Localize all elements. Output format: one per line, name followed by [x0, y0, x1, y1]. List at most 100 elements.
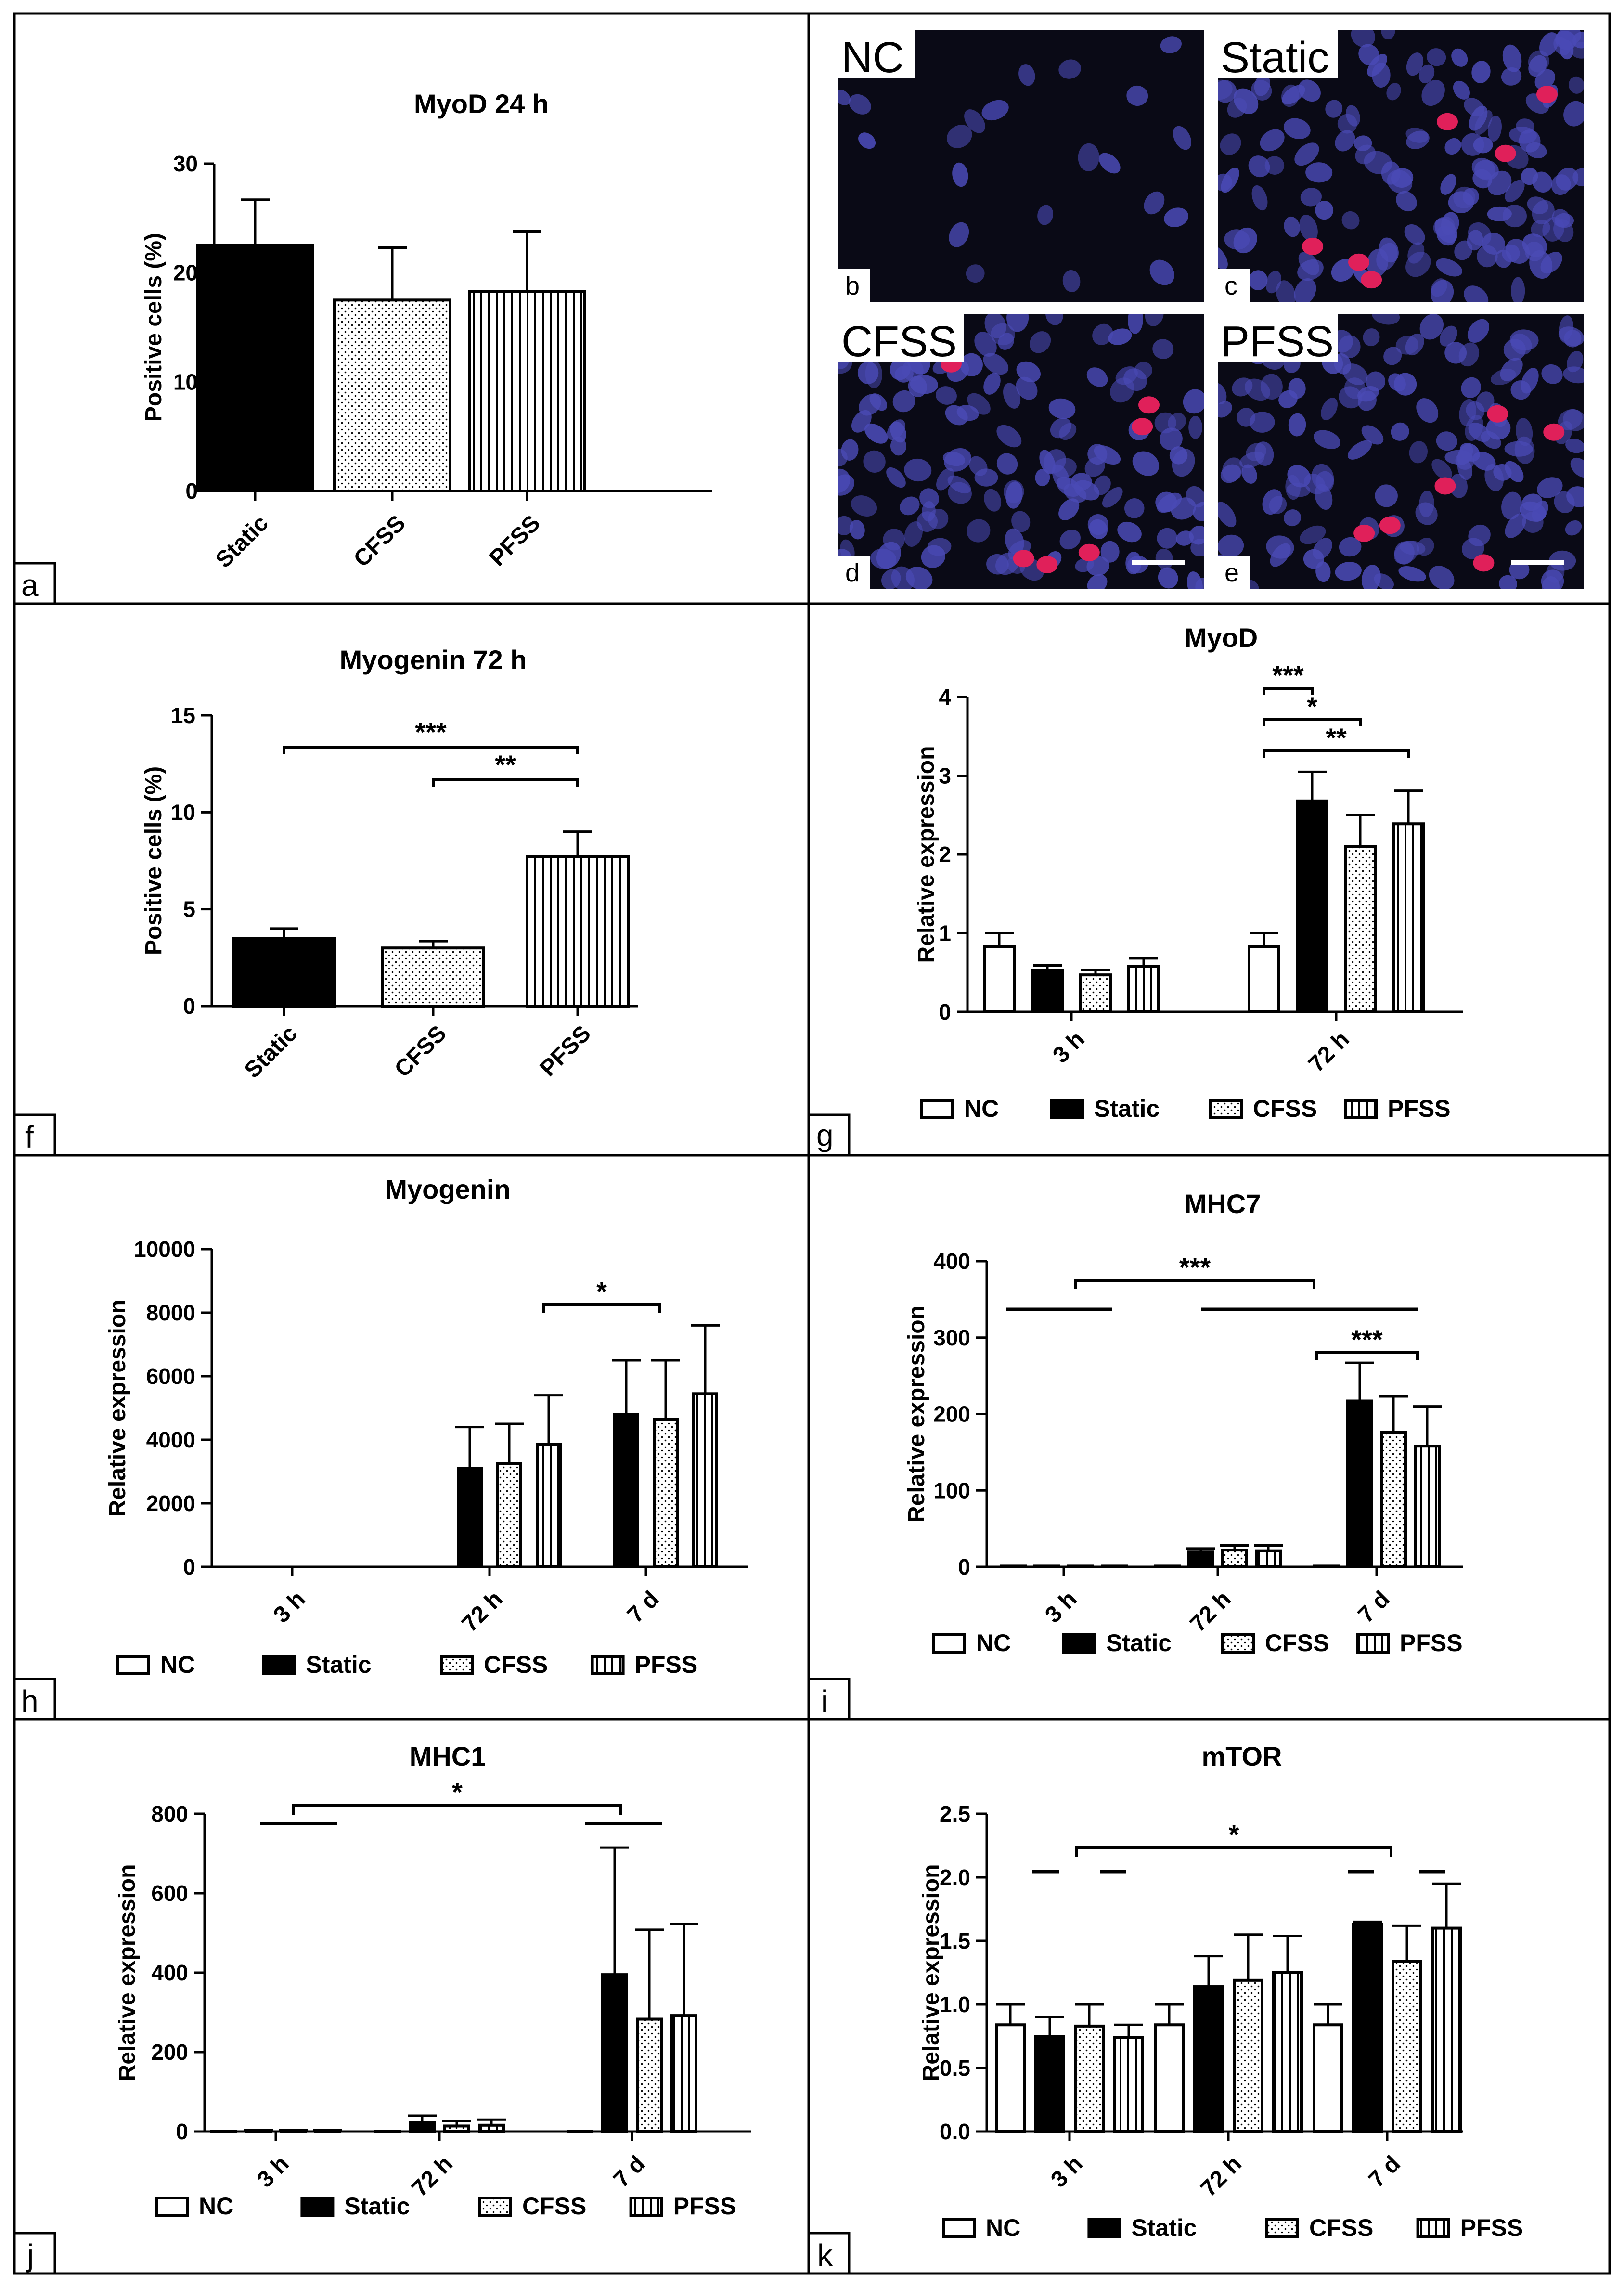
nucleus-blue — [1396, 191, 1417, 212]
e-nuclei — [1218, 314, 1584, 589]
nucleus-red — [1353, 524, 1375, 542]
nucleus-blue — [1421, 79, 1445, 106]
j-bar-nc-3h — [210, 2130, 237, 2133]
j-legend-label-cfss: CFSS — [522, 2193, 586, 2220]
nucleus-blue — [1531, 220, 1550, 237]
k-ytick-label: 2.5 — [940, 1801, 970, 1826]
i-chart-title: MHC7 — [1185, 1189, 1261, 1219]
nucleus-blue — [1405, 333, 1424, 356]
nucleus-blue — [1511, 277, 1525, 302]
nucleus-blue — [1477, 245, 1498, 268]
nucleus-blue — [1355, 144, 1376, 165]
f-category-label: PFSS — [535, 1021, 596, 1081]
nucleus-blue — [1218, 502, 1237, 528]
nucleus-blue — [1419, 314, 1444, 340]
nucleus-blue — [1501, 67, 1522, 86]
svg-text:j: j — [26, 2238, 34, 2273]
nucleus-blue — [928, 508, 949, 530]
k-category-label: 72 h — [1196, 2151, 1246, 2201]
nucleus-blue — [1108, 328, 1132, 345]
nucleus-blue — [1193, 502, 1204, 521]
k-bar-cfss-3h — [1074, 2024, 1105, 2133]
nucleus-blue — [1300, 188, 1322, 207]
nucleus-blue — [1059, 530, 1081, 550]
nucleus-blue — [1532, 200, 1555, 225]
j-bar-pfss-3h — [314, 2129, 341, 2133]
k-legend-label-cfss: CFSS — [1309, 2214, 1373, 2241]
nucleus-blue — [1453, 80, 1470, 100]
nucleus-blue — [1124, 498, 1145, 518]
nucleus-blue — [1436, 258, 1462, 277]
i-category-label: 72 h — [1185, 1586, 1236, 1637]
chart-h: 0 2000 4000 6000 8000 10000 Myogenin Relative e… — [105, 1174, 748, 1678]
nucleus-blue — [887, 419, 905, 440]
nucleus-blue — [1431, 459, 1452, 480]
nucleus-blue — [1416, 398, 1439, 423]
g-legend-label-cfss: CFSS — [1253, 1095, 1317, 1122]
nucleus-blue — [1251, 185, 1268, 211]
nucleus-blue — [851, 410, 872, 433]
micrograph-b: NC b — [838, 30, 1204, 302]
nucleus-blue — [905, 567, 933, 589]
nucleus-blue — [1555, 30, 1577, 50]
nucleus-blue — [1505, 513, 1526, 538]
nucleus-blue — [1132, 451, 1160, 476]
nucleus-blue — [1450, 474, 1468, 498]
nucleus-blue — [1454, 240, 1473, 260]
nucleus-blue — [1487, 206, 1512, 222]
j-legend-label-nc: NC — [199, 2193, 233, 2220]
f-ytick-label: 10 — [171, 800, 195, 825]
nucleus-blue — [1572, 31, 1584, 49]
g-category-label: 3 h — [1048, 1026, 1090, 1068]
nucleus-blue — [1464, 98, 1485, 116]
nucleus-blue — [1173, 126, 1192, 150]
nucleus-blue — [1003, 383, 1021, 409]
chart-a: 0 10 20 30 MyoD 24 h Positive cells (%) Static… — [141, 89, 712, 573]
k-category-label: 7 d — [1364, 2151, 1405, 2193]
nucleus-blue — [1062, 270, 1081, 292]
i-legend: NC Static CFSS PFSS — [932, 1629, 1463, 1656]
nucleus-blue — [863, 450, 886, 473]
j-legend-swatch-static — [300, 2197, 335, 2217]
nucleus-blue — [908, 375, 927, 397]
nucleus-red — [1543, 423, 1565, 441]
h-legend-label-nc: NC — [160, 1651, 195, 1678]
nucleus-blue — [1005, 481, 1023, 509]
nucleus-blue — [1149, 259, 1174, 285]
e-title-background — [1218, 314, 1338, 362]
nucleus-blue — [1522, 511, 1544, 533]
nucleus-blue — [1427, 48, 1446, 66]
nucleus-blue — [1187, 571, 1203, 589]
nucleus-blue — [1367, 54, 1387, 77]
h-ytick-label: 4000 — [146, 1427, 195, 1452]
h-ytick-label: 0 — [183, 1554, 195, 1579]
g-ytick-label: 2 — [939, 842, 951, 867]
nucleus-blue — [1542, 576, 1560, 589]
k-bar-static-3h — [1034, 2035, 1065, 2133]
j-bar-pfss-72h — [478, 2123, 505, 2133]
i-legend-label-pfss: PFSS — [1400, 1629, 1463, 1656]
nucleus-blue — [1499, 575, 1517, 589]
nucleus-blue — [1436, 431, 1457, 451]
nucleus-blue — [849, 94, 871, 115]
b-image-letter: b — [845, 271, 860, 300]
a-ytick-label: 30 — [173, 151, 198, 176]
f-y-axis-label: Positive cells (%) — [141, 766, 167, 955]
nucleus-blue — [968, 456, 988, 476]
nucleus-blue — [1462, 538, 1484, 559]
h-category-label: 7 d — [622, 1586, 664, 1628]
c-image-title: Static — [1221, 34, 1329, 82]
a-ytick-label: 0 — [185, 478, 198, 504]
nucleus-blue — [1526, 142, 1547, 158]
g-legend-label-pfss: PFSS — [1388, 1095, 1451, 1122]
a-ytick-label: 10 — [173, 369, 198, 394]
i-bar-pfss-7d — [1414, 1445, 1441, 1569]
k-significance-label: * — [1229, 1819, 1239, 1849]
nucleus-blue — [1117, 521, 1142, 543]
i-bar-cfss-3h — [1067, 1564, 1094, 1569]
h-category-label: 3 h — [269, 1586, 310, 1628]
nucleus-blue — [1220, 133, 1241, 155]
nucleus-blue — [1222, 457, 1243, 482]
c-title-background — [1218, 30, 1338, 78]
nucleus-blue — [1405, 251, 1431, 277]
